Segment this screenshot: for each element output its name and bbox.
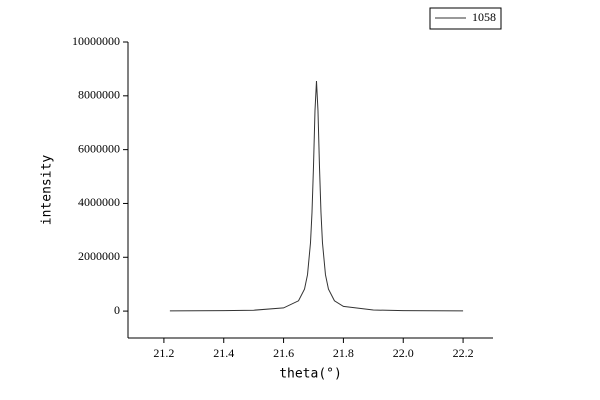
x-tick-label: 22.2 (453, 346, 474, 360)
y-axis-label: intensity (40, 155, 55, 226)
x-tick-label: 22.0 (393, 346, 414, 360)
legend-box (429, 7, 502, 30)
x-tick-label: 21.6 (273, 346, 294, 360)
x-tick-label: 21.2 (153, 346, 174, 360)
y-tick-label: 10000000 (72, 34, 120, 48)
data-line (169, 80, 464, 312)
x-axis-label: theta(°) (279, 367, 342, 382)
y-tick-label: 6000000 (78, 141, 120, 155)
x-tick-label: 21.4 (213, 346, 234, 360)
legend-label: 1058 (472, 10, 496, 24)
y-tick-label: 0 (114, 303, 120, 317)
y-tick-label: 8000000 (78, 88, 120, 102)
x-tick-label: 21.8 (333, 346, 354, 360)
y-tick-label: 2000000 (78, 249, 120, 263)
y-tick-label: 4000000 (78, 195, 120, 209)
